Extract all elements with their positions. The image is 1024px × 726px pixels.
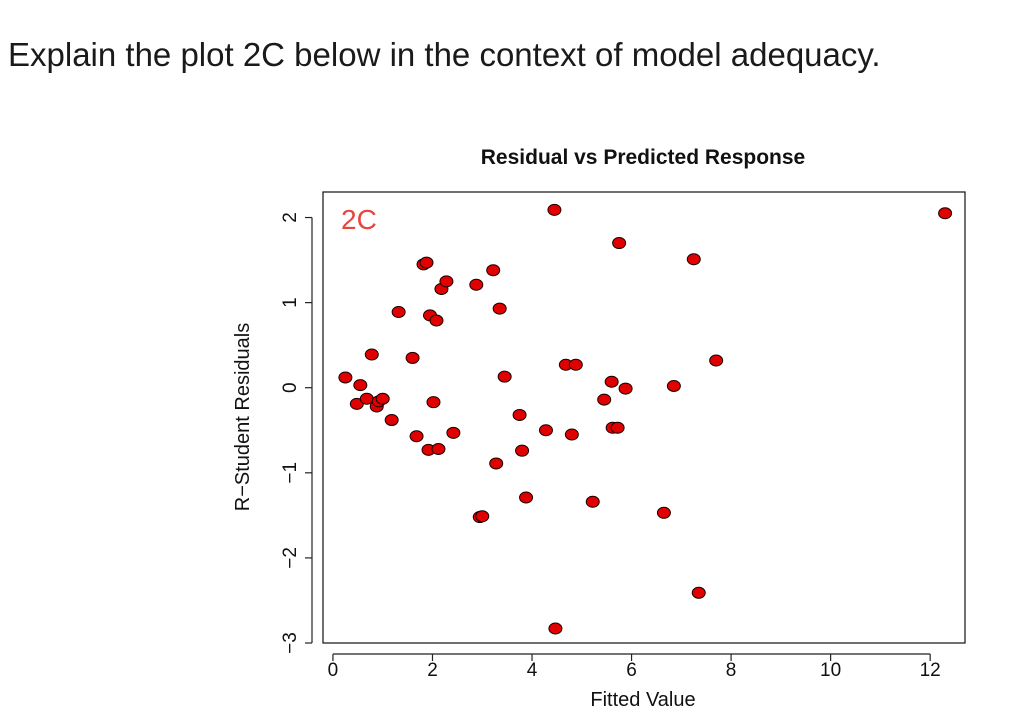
data-point xyxy=(384,414,399,427)
data-point xyxy=(618,382,633,395)
data-point xyxy=(938,207,953,220)
chart-title: Residual vs Predicted Response xyxy=(481,146,805,169)
data-point xyxy=(597,393,612,406)
data-point xyxy=(709,354,724,367)
data-point xyxy=(519,491,534,504)
data-point xyxy=(538,424,553,437)
data-point xyxy=(364,348,379,361)
x-axis-label: Fitted Value xyxy=(590,689,695,711)
data-point xyxy=(585,495,600,508)
x-tick-label: 12 xyxy=(920,660,941,681)
data-point xyxy=(512,408,527,421)
data-point xyxy=(691,586,706,599)
data-point xyxy=(353,379,368,392)
x-axis: 0 2 4 6 8 10 12 xyxy=(328,653,941,681)
data-point xyxy=(666,380,681,393)
x-tick-label: 4 xyxy=(527,660,538,681)
data-point xyxy=(431,442,446,455)
x-tick-label: 2 xyxy=(427,660,438,681)
data-point xyxy=(439,275,454,288)
data-point xyxy=(568,358,583,371)
x-tick-label: 10 xyxy=(820,660,841,681)
data-point xyxy=(475,510,490,523)
panel-label: 2C xyxy=(341,204,377,235)
y-tick-label: −3 xyxy=(280,632,301,654)
data-point xyxy=(612,237,627,250)
data-point xyxy=(515,444,530,457)
data-point xyxy=(419,256,434,269)
x-tick-label: 8 xyxy=(726,660,737,681)
plot-frame xyxy=(322,191,966,644)
data-point xyxy=(548,622,563,635)
data-point xyxy=(469,278,484,291)
y-tick-label: 2 xyxy=(280,212,301,223)
data-point xyxy=(492,302,507,315)
data-point xyxy=(547,203,562,216)
data-point xyxy=(486,264,501,277)
data-point xyxy=(686,253,701,266)
y-tick-label: 0 xyxy=(280,382,301,393)
data-point xyxy=(446,426,461,439)
data-point xyxy=(426,396,441,409)
y-tick-label: 1 xyxy=(280,297,301,308)
data-point xyxy=(338,371,353,384)
y-axis: −3 −2 −1 0 1 2 xyxy=(280,212,313,654)
data-point xyxy=(497,370,512,383)
y-axis-label: R−Student Residuals xyxy=(232,323,254,511)
data-point xyxy=(564,428,579,441)
data-point xyxy=(604,375,619,388)
data-point xyxy=(405,351,420,364)
y-tick-label: −2 xyxy=(280,547,301,569)
data-points xyxy=(338,203,953,635)
x-tick-label: 0 xyxy=(328,660,339,681)
x-tick-label: 6 xyxy=(626,660,637,681)
data-point xyxy=(656,506,671,519)
data-point xyxy=(409,430,424,443)
data-point xyxy=(489,457,504,470)
y-tick-label: −1 xyxy=(280,462,301,484)
data-point xyxy=(375,392,390,405)
data-point xyxy=(391,305,406,318)
data-point xyxy=(429,314,444,327)
data-point xyxy=(610,421,625,434)
question-text: Explain the plot 2C below in the context… xyxy=(8,36,881,73)
